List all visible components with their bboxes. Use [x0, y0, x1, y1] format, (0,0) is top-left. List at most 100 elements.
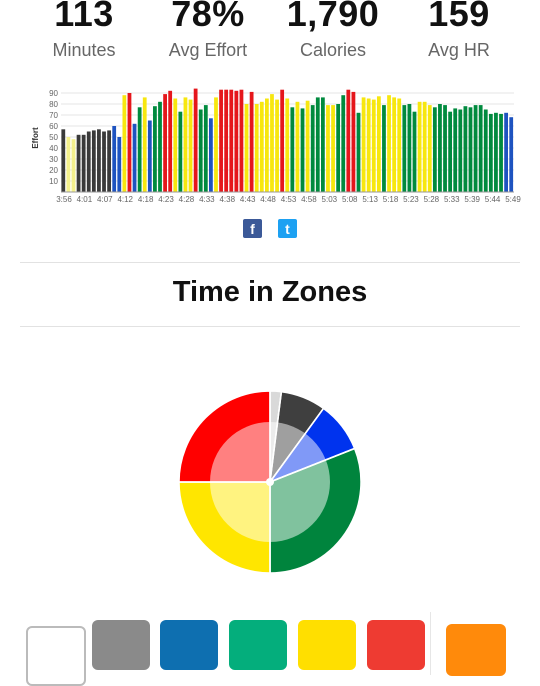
color-swatches [0, 618, 540, 686]
effort-bar [310, 105, 315, 192]
effort-bar [97, 129, 101, 192]
effort-bar [86, 131, 91, 192]
stat-minutes-label: Minutes [52, 40, 116, 60]
effort-bar [300, 108, 305, 192]
y-tick-label: 80 [49, 100, 58, 109]
y-tick-label: 70 [49, 111, 58, 120]
x-tick-label: 4:33 [199, 195, 215, 204]
color-swatch-orange[interactable] [446, 624, 506, 676]
effort-bar [142, 97, 147, 192]
effort-bar [61, 129, 66, 192]
stat-minutes-value: 113 [54, 0, 114, 34]
effort-bar [504, 112, 509, 192]
effort-bar [402, 105, 407, 192]
effort-bar [153, 106, 157, 192]
x-tick-label: 4:58 [301, 195, 317, 204]
stat-effort-value: 78% [171, 0, 245, 34]
effort-bar [438, 104, 442, 192]
color-swatch-red[interactable] [367, 620, 425, 670]
effort-bar [509, 117, 514, 192]
pie-slice-border [269, 391, 283, 483]
x-tick-label: 5:08 [342, 195, 358, 204]
effort-bar [499, 113, 503, 192]
effort-bar [473, 105, 478, 192]
effort-bar [315, 97, 320, 192]
x-tick-label: 5:28 [424, 195, 440, 204]
effort-bar [259, 101, 264, 192]
swatch-separator [430, 612, 431, 675]
effort-bar [494, 112, 498, 192]
effort-bar [264, 98, 269, 192]
effort-bar [168, 90, 173, 192]
effort-bar [122, 95, 127, 192]
effort-bar [285, 98, 290, 192]
color-swatch-white[interactable] [26, 626, 86, 686]
effort-bar [244, 104, 249, 192]
effort-bar [198, 109, 203, 192]
effort-bar [320, 97, 325, 192]
stat-calories-label: Calories [299, 40, 367, 60]
effort-bar [397, 98, 402, 192]
effort-bar [382, 105, 386, 192]
x-tick-label: 5:44 [485, 195, 501, 204]
effort-bar [147, 120, 152, 192]
stat-hr-value: 159 [428, 0, 490, 34]
effort-bar [290, 107, 295, 192]
stats-row: 113 Minutes 78% Avg Effort 1,790 Calorie… [0, 0, 540, 70]
effort-bar [483, 109, 488, 192]
effort-bar [102, 131, 106, 192]
effort-bar [173, 98, 178, 192]
effort-bar [371, 99, 376, 192]
pie-center-dot [266, 478, 274, 486]
share-buttons: f t [243, 219, 297, 238]
effort-bar [117, 137, 122, 192]
color-swatch-yellow[interactable] [298, 620, 356, 670]
x-tick-label: 5:33 [444, 195, 460, 204]
stat-hr: 159 Avg HR [416, 0, 502, 61]
twitter-icon[interactable]: t [278, 219, 297, 238]
effort-bar [356, 112, 361, 192]
effort-bar [478, 105, 483, 192]
effort-bar [66, 137, 71, 192]
color-swatch-green[interactable] [229, 620, 287, 670]
effort-bar [488, 113, 493, 192]
zones-title: Time in Zones [172, 276, 368, 308]
effort-bar [463, 106, 468, 192]
effort-bar [203, 105, 208, 192]
effort-bar [183, 97, 188, 192]
effort-bar [91, 130, 96, 192]
effort-bar [224, 89, 229, 192]
effort-bar [295, 101, 300, 192]
stat-calories: 1,790 Calories [280, 0, 386, 61]
color-swatch-gray[interactable] [92, 620, 150, 670]
effort-bar [254, 104, 259, 192]
facebook-icon[interactable]: f [243, 219, 262, 238]
x-tick-label: 4:12 [117, 195, 133, 204]
effort-bar [326, 105, 330, 192]
y-tick-label: 20 [49, 166, 58, 175]
effort-bar [280, 89, 285, 192]
effort-bar [376, 96, 381, 192]
effort-bar [361, 97, 366, 192]
effort-bar [234, 90, 239, 192]
effort-bar [132, 123, 137, 192]
x-tick-label: 4:28 [179, 195, 195, 204]
effort-bar [81, 134, 86, 192]
effort-bar [112, 126, 117, 192]
effort-bar [448, 111, 453, 192]
x-tick-label: 4:48 [260, 195, 276, 204]
effort-bar [407, 104, 412, 192]
effort-bar [158, 101, 162, 192]
effort-bar [417, 101, 422, 192]
effort-bar [137, 107, 142, 192]
color-swatch-blue[interactable] [160, 620, 218, 670]
x-tick-label: 4:18 [138, 195, 154, 204]
effort-bar [219, 89, 223, 192]
effort-bar [336, 104, 341, 192]
stat-hr-label: Avg HR [428, 40, 490, 60]
effort-bar [341, 95, 346, 192]
y-tick-label: 90 [49, 89, 58, 98]
effort-bar [443, 105, 447, 192]
effort-bar [412, 111, 417, 192]
x-tick-label: 5:39 [464, 195, 480, 204]
